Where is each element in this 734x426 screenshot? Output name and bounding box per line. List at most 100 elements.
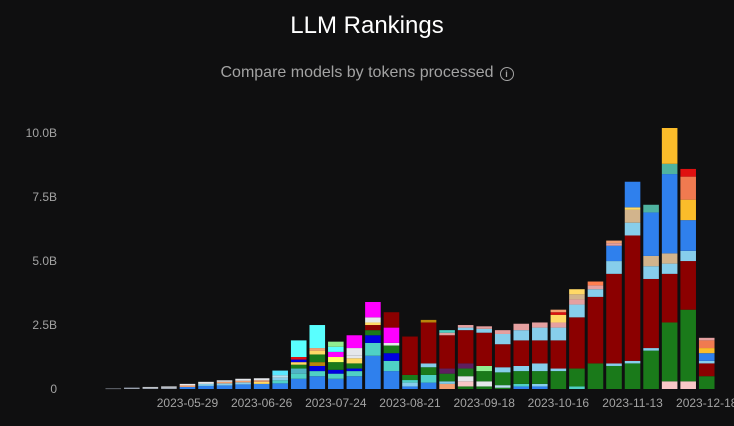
bar-segment[interactable]: [420, 322, 437, 364]
bar-segment[interactable]: [698, 353, 715, 361]
bar-segment[interactable]: [365, 325, 381, 331]
bar-segment[interactable]: [550, 371, 567, 389]
bar-stack[interactable]: [439, 330, 455, 389]
bar-segment[interactable]: [253, 383, 270, 389]
bar-segment[interactable]: [309, 350, 326, 355]
bar-segment[interactable]: [439, 368, 455, 374]
bar-segment[interactable]: [513, 386, 530, 389]
bar-segment[interactable]: [569, 386, 585, 389]
bar-segment[interactable]: [513, 365, 530, 372]
bar-segment[interactable]: [606, 363, 622, 366]
bar-segment[interactable]: [680, 250, 696, 262]
bar-stack[interactable]: [105, 388, 122, 390]
bar-segment[interactable]: [532, 386, 548, 389]
bar-segment[interactable]: [346, 363, 363, 369]
bar-stack[interactable]: [624, 181, 641, 389]
bar-segment[interactable]: [198, 383, 214, 386]
bar-segment[interactable]: [494, 387, 511, 389]
bar-segment[interactable]: [569, 317, 585, 369]
bar-stack[interactable]: [680, 168, 696, 389]
bar-segment[interactable]: [476, 326, 492, 329]
bar-segment[interactable]: [532, 363, 548, 372]
bar-segment[interactable]: [494, 333, 511, 345]
bar-segment[interactable]: [550, 327, 567, 341]
bar-segment[interactable]: [328, 373, 344, 379]
bar-segment[interactable]: [587, 289, 604, 297]
bar-segment[interactable]: [476, 381, 492, 387]
bar-segment[interactable]: [216, 385, 233, 389]
bar-segment[interactable]: [402, 382, 418, 387]
bar-segment[interactable]: [698, 376, 715, 389]
bar-segment[interactable]: [550, 322, 567, 328]
bar-segment[interactable]: [550, 312, 567, 315]
bar-segment[interactable]: [439, 332, 455, 336]
bar-segment[interactable]: [402, 374, 418, 381]
bar-segment[interactable]: [290, 373, 307, 379]
bar-segment[interactable]: [402, 380, 418, 383]
bar-stack[interactable]: [142, 386, 159, 389]
bar-segment[interactable]: [439, 330, 455, 333]
bar-segment[interactable]: [328, 378, 344, 389]
bar-segment[interactable]: [309, 371, 326, 377]
bar-segment[interactable]: [328, 351, 344, 358]
bar-segment[interactable]: [328, 357, 344, 363]
bar-segment[interactable]: [124, 387, 140, 389]
bar-segment[interactable]: [290, 362, 307, 365]
bar-segment[interactable]: [346, 368, 363, 372]
bar-segment[interactable]: [457, 330, 474, 364]
bar-segment[interactable]: [606, 240, 622, 244]
bar-stack[interactable]: [532, 322, 548, 389]
bar-segment[interactable]: [569, 294, 585, 300]
bar-segment[interactable]: [661, 128, 678, 164]
bar-segment[interactable]: [346, 376, 363, 389]
bar-segment[interactable]: [198, 385, 214, 389]
bar-segment[interactable]: [365, 355, 381, 389]
bar-segment[interactable]: [328, 362, 344, 370]
bar-segment[interactable]: [550, 314, 567, 323]
bar-segment[interactable]: [643, 212, 659, 256]
bar-stack[interactable]: [494, 330, 511, 389]
bar-stack[interactable]: [420, 319, 437, 389]
bar-stack[interactable]: [550, 309, 567, 389]
bar-segment[interactable]: [624, 181, 641, 208]
bar-segment[interactable]: [439, 383, 455, 389]
bar-segment[interactable]: [624, 207, 641, 210]
bar-segment[interactable]: [328, 341, 344, 347]
bar-segment[interactable]: [365, 317, 381, 323]
bar-segment[interactable]: [606, 365, 622, 389]
bar-segment[interactable]: [235, 378, 251, 381]
bar-segment[interactable]: [569, 289, 585, 295]
bar-segment[interactable]: [420, 363, 437, 368]
bar-segment[interactable]: [587, 296, 604, 364]
bar-segment[interactable]: [457, 381, 474, 387]
bar-segment[interactable]: [161, 387, 177, 389]
bar-segment[interactable]: [698, 340, 715, 349]
bar-segment[interactable]: [216, 381, 233, 384]
bar-segment[interactable]: [661, 381, 678, 389]
bar-segment[interactable]: [643, 350, 659, 389]
bar-segment[interactable]: [532, 322, 548, 328]
bar-segment[interactable]: [624, 235, 641, 361]
bar-segment[interactable]: [476, 328, 492, 333]
bar-segment[interactable]: [476, 386, 492, 389]
bar-segment[interactable]: [290, 368, 307, 374]
bar-segment[interactable]: [476, 371, 492, 382]
bar-segment[interactable]: [457, 327, 474, 331]
bar-segment[interactable]: [624, 222, 641, 236]
bar-segment[interactable]: [365, 322, 381, 326]
bar-stack[interactable]: [457, 325, 474, 389]
bar-segment[interactable]: [235, 380, 251, 383]
bar-stack[interactable]: [198, 381, 214, 389]
bar-segment[interactable]: [587, 285, 604, 290]
bar-segment[interactable]: [272, 377, 288, 381]
bar-segment[interactable]: [235, 384, 251, 389]
bar-segment[interactable]: [235, 382, 251, 385]
bar-segment[interactable]: [346, 335, 363, 349]
bar-segment[interactable]: [661, 163, 678, 175]
bar-segment[interactable]: [290, 359, 307, 363]
bar-stack[interactable]: [402, 336, 418, 389]
bar-stack[interactable]: [698, 337, 715, 389]
bar-stack[interactable]: [216, 380, 233, 389]
bar-segment[interactable]: [402, 386, 418, 389]
bar-segment[interactable]: [680, 309, 696, 382]
